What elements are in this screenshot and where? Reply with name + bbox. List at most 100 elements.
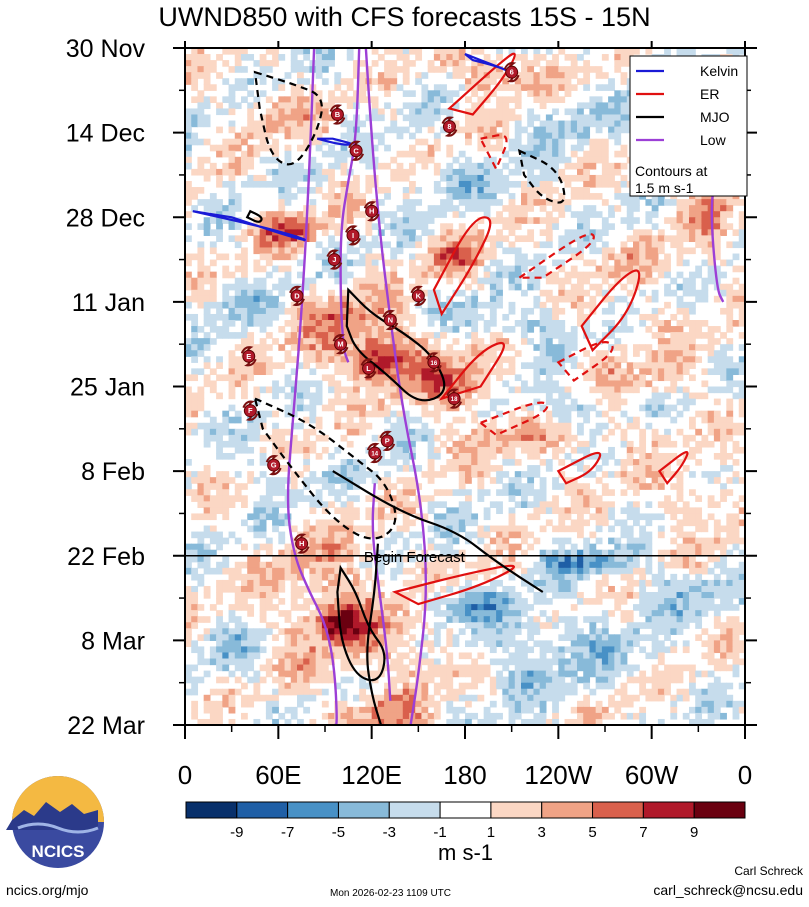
anomaly-cell — [371, 350, 379, 357]
anomaly-cell — [465, 174, 472, 182]
anomaly-cell — [427, 259, 435, 267]
anomaly-cell — [415, 579, 423, 587]
anomaly-cell — [577, 428, 584, 436]
anomaly-cell — [278, 235, 286, 243]
anomaly-cell — [278, 180, 286, 188]
anomaly-cell — [278, 434, 286, 442]
anomaly-cell — [259, 72, 267, 79]
anomaly-cell — [384, 489, 391, 496]
anomaly-cell — [620, 247, 628, 255]
anomaly-cell — [433, 259, 441, 267]
anomaly-cell — [278, 265, 286, 273]
anomaly-cell — [651, 205, 659, 212]
anomaly-cell — [259, 313, 267, 321]
anomaly-cell — [334, 561, 342, 569]
anomaly-cell — [626, 253, 634, 261]
anomaly-cell — [689, 513, 696, 521]
anomaly-cell — [558, 404, 566, 412]
anomaly-cell — [278, 108, 286, 116]
anomaly-cell — [359, 555, 367, 563]
anomaly-cell — [446, 180, 454, 188]
anomaly-cell — [720, 205, 727, 212]
anomaly-cell — [222, 374, 230, 382]
anomaly-cell — [651, 398, 659, 406]
anomaly-cell — [415, 398, 423, 406]
anomaly-cell — [564, 66, 572, 73]
anomaly-cell — [328, 150, 335, 158]
anomaly-cell — [427, 495, 435, 502]
anomaly-cell — [415, 368, 423, 376]
anomaly-cell — [284, 440, 292, 448]
anomaly-cell — [247, 289, 255, 297]
anomaly-cell — [265, 144, 273, 152]
anomaly-cell — [595, 289, 603, 297]
anomaly-cell — [483, 434, 491, 442]
anomaly-cell — [695, 271, 703, 279]
anomaly-cell — [265, 259, 273, 267]
anomaly-cell — [284, 350, 292, 357]
anomaly-cell — [726, 416, 734, 424]
anomaly-cell — [527, 446, 535, 454]
anomaly-cell — [365, 495, 373, 502]
anomaly-cell — [303, 326, 311, 333]
anomaly-cell — [452, 513, 460, 521]
anomaly-cell — [521, 386, 528, 394]
anomaly-cell — [371, 235, 379, 243]
anomaly-cell — [384, 102, 391, 110]
anomaly-cell — [284, 253, 292, 261]
anomaly-cell — [303, 301, 311, 309]
anomaly-cell — [265, 271, 273, 279]
anomaly-cell — [191, 295, 199, 303]
anomaly-cell — [427, 108, 435, 116]
anomaly-cell — [477, 313, 485, 321]
anomaly-cell — [409, 229, 416, 236]
anomaly-cell — [402, 295, 410, 303]
anomaly-cell — [483, 138, 491, 146]
anomaly-cell — [552, 404, 559, 412]
anomaly-cell — [508, 96, 516, 103]
anomaly-cell — [502, 338, 510, 345]
anomaly-cell — [446, 489, 454, 496]
anomaly-cell — [272, 156, 279, 164]
anomaly-cell — [465, 579, 472, 587]
anomaly-cell — [309, 446, 317, 454]
anomaly-cell — [297, 84, 304, 91]
anomaly-cell — [707, 253, 715, 261]
anomaly-cell — [340, 144, 348, 152]
anomaly-cell — [645, 410, 653, 418]
anomaly-cell — [241, 380, 248, 388]
anomaly-cell — [682, 205, 690, 212]
anomaly-cell — [601, 573, 609, 581]
anomaly-cell — [427, 428, 435, 436]
anomaly-cell — [601, 108, 609, 116]
anomaly-cell — [589, 434, 597, 442]
anomaly-cell — [446, 537, 454, 545]
anomaly-cell — [353, 368, 360, 376]
anomaly-cell — [713, 295, 721, 303]
anomaly-cell — [185, 271, 192, 279]
anomaly-cell — [558, 392, 566, 400]
anomaly-cell — [402, 356, 410, 363]
anomaly-cell — [477, 241, 485, 249]
anomaly-cell — [595, 235, 603, 243]
anomaly-cell — [340, 350, 348, 357]
anomaly-cell — [471, 519, 479, 527]
anomaly-cell — [334, 84, 342, 91]
anomaly-cell — [533, 156, 541, 164]
anomaly-cell — [409, 350, 416, 357]
anomaly-cell — [353, 350, 360, 357]
anomaly-cell — [334, 307, 342, 315]
anomaly-cell — [471, 301, 479, 309]
anomaly-cell — [365, 114, 373, 122]
anomaly-cell — [377, 398, 385, 406]
anomaly-cell — [496, 338, 503, 345]
anomaly-cell — [508, 459, 516, 466]
anomaly-cell — [427, 332, 435, 339]
anomaly-cell — [284, 277, 292, 285]
anomaly-cell — [502, 174, 510, 182]
anomaly-cell — [483, 567, 491, 575]
anomaly-cell — [570, 295, 578, 303]
anomaly-cell — [458, 180, 466, 188]
anomaly-cell — [682, 235, 690, 243]
anomaly-cell — [458, 362, 466, 369]
